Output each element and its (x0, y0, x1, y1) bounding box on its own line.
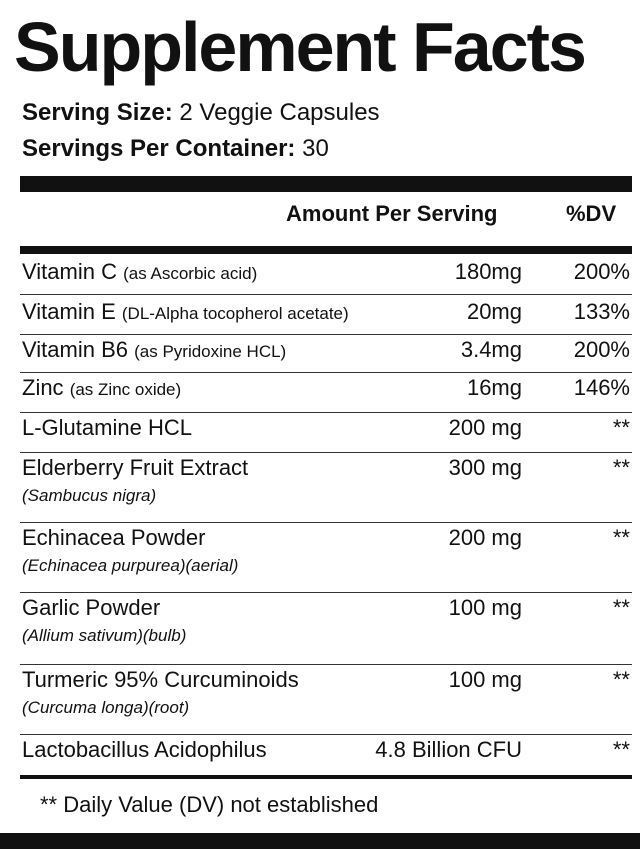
nutrient-name-text: Zinc (22, 375, 64, 400)
nutrient-source: (as Zinc oxide) (69, 380, 182, 399)
nutrient-name-text: Echinacea Powder (22, 525, 206, 550)
table-row: L-Glutamine HCL 200 mg ** (20, 412, 632, 453)
amount-per-serving: 100 mg (448, 667, 522, 692)
amount-header: Amount Per Serving (286, 201, 498, 226)
servings-per-container-value: 30 (302, 135, 329, 162)
thick-divider (20, 176, 632, 192)
nutrient-name: Garlic Powder (22, 595, 160, 621)
table-row: Elderberry Fruit Extract (Sambucus nigra)… (20, 452, 632, 523)
nutrient-name: Lactobacillus Acidophilus (22, 737, 267, 763)
nutrient-name-text: L-Glutamine HCL (22, 415, 192, 440)
daily-value-percent: 200% (573, 259, 630, 284)
amount-per-serving: 4.8 Billion CFU (375, 737, 522, 762)
nutrient-name-text: Lactobacillus Acidophilus (22, 737, 267, 762)
table-row: Zinc (as Zinc oxide) 16mg 146% (20, 372, 632, 413)
amount-per-serving: 100 mg (448, 595, 522, 620)
nutrient-source: (DL-Alpha tocopherol acetate) (121, 304, 349, 323)
serving-size: Serving Size: 2 Veggie Capsules (22, 98, 380, 128)
nutrient-name-text: Vitamin E (22, 299, 116, 324)
header-divider (20, 246, 632, 254)
table-row: Lactobacillus Acidophilus 4.8 Billion CFU… (20, 734, 632, 774)
table-row: Vitamin E (DL-Alpha tocopherol acetate) 2… (20, 296, 632, 335)
daily-value-percent: 146% (573, 375, 630, 400)
servings-per-container: Servings Per Container: 30 (22, 134, 329, 164)
nutrient-name: Vitamin E (DL-Alpha tocopherol acetate) (22, 299, 349, 325)
daily-value-percent: ** (612, 595, 630, 620)
servings-per-container-label: Servings Per Container: (22, 135, 296, 162)
nutrient-name-text: Vitamin C (22, 259, 117, 284)
table-row: Garlic Powder (Allium sativum)(bulb) 100 m… (20, 592, 632, 665)
daily-value-percent: ** (612, 737, 630, 762)
daily-value-percent: ** (612, 525, 630, 550)
nutrient-name-text: Turmeric 95% Curcuminoids (22, 667, 299, 692)
nutrient-name: Turmeric 95% Curcuminoids (22, 667, 299, 693)
daily-value-percent: 200% (573, 337, 630, 362)
footer-divider (20, 775, 632, 779)
nutrient-source: (as Pyridoxine HCL) (134, 342, 287, 361)
serving-size-value: 2 Veggie Capsules (179, 99, 380, 126)
nutrient-name-text: Elderberry Fruit Extract (22, 455, 249, 480)
nutrient-name-text: Vitamin B6 (22, 337, 128, 362)
footnote: ** Daily Value (DV) not established (40, 792, 379, 817)
nutrient-name: Elderberry Fruit Extract (22, 455, 248, 481)
amount-per-serving: 16mg (466, 375, 522, 400)
daily-value-percent: ** (612, 667, 630, 692)
nutrient-name-text: Garlic Powder (22, 595, 161, 620)
serving-size-label: Serving Size: (22, 99, 173, 126)
nutrient-botanical-name: (Echinacea purpurea)(aerial) (22, 556, 239, 575)
nutrient-botanical-name: (Allium sativum)(bulb) (22, 626, 187, 645)
bottom-strip (0, 833, 640, 849)
nutrient-botanical-name: (Curcuma longa)(root) (22, 698, 190, 717)
nutrient-name: Vitamin B6 (as Pyridoxine HCL) (22, 337, 286, 363)
table-row: Vitamin C (as Ascorbic acid) 180mg 200% (20, 256, 632, 295)
nutrient-botanical-name: (Sambucus nigra) (22, 486, 157, 505)
nutrient-source: (as Ascorbic acid) (123, 264, 258, 283)
dv-header: %DV (566, 201, 617, 226)
daily-value-percent: ** (612, 415, 630, 440)
amount-per-serving: 200 mg (448, 415, 522, 440)
table-row: Vitamin B6 (as Pyridoxine HCL) 3.4mg 200% (20, 334, 632, 373)
table-row: Echinacea Powder (Echinacea purpurea)(aer… (20, 522, 632, 593)
nutrient-name: Vitamin C (as Ascorbic acid) (22, 259, 257, 285)
amount-per-serving: 200 mg (448, 525, 522, 550)
nutrient-name: L-Glutamine HCL (22, 415, 192, 441)
amount-per-serving: 20mg (466, 299, 522, 324)
page-title: Supplement Facts (14, 8, 587, 86)
amount-per-serving: 180mg (454, 259, 522, 284)
daily-value-percent: ** (612, 455, 630, 480)
amount-per-serving: 300 mg (448, 455, 522, 480)
amount-per-serving: 3.4mg (460, 337, 522, 362)
daily-value-percent: 133% (573, 299, 630, 324)
nutrient-name: Zinc (as Zinc oxide) (22, 375, 181, 401)
table-row: Turmeric 95% Curcuminoids (Curcuma longa)… (20, 664, 632, 735)
nutrient-name: Echinacea Powder (22, 525, 205, 551)
